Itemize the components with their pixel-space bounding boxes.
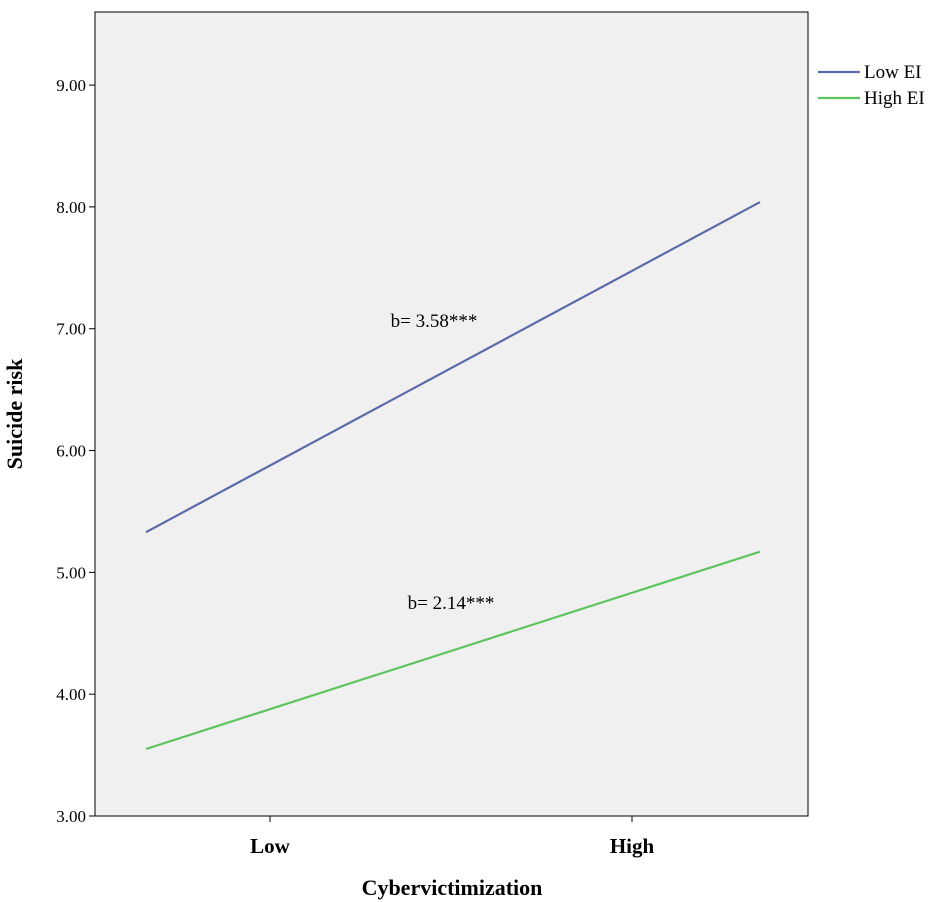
x-axis-title: Cybervictimization <box>362 875 543 900</box>
y-tick-label: 3.00 <box>56 807 86 826</box>
y-tick-label: 8.00 <box>56 198 86 217</box>
legend: Low EI High EI <box>818 62 925 109</box>
legend-label: High EI <box>864 88 925 109</box>
slope-annotation: b= 2.14*** <box>408 593 495 614</box>
legend-label: Low EI <box>864 62 922 83</box>
series-line-high-ei <box>145 550 761 751</box>
y-tick-label: 5.00 <box>56 563 86 582</box>
annotations: b= 3.58*** b= 2.14*** <box>391 311 495 614</box>
y-axis-title: Suicide risk <box>2 358 27 469</box>
x-tick-label: High <box>610 834 655 858</box>
plot-area <box>94 11 809 817</box>
y-tick-label: 6.00 <box>56 442 86 461</box>
x-axis: Low High <box>250 816 654 858</box>
series-line-low-ei <box>145 201 761 534</box>
x-tick-label: Low <box>250 834 291 858</box>
y-tick-label: 7.00 <box>56 320 86 339</box>
slope-annotation: b= 3.58*** <box>391 311 478 332</box>
y-axis: 3.00 4.00 5.00 6.00 7.00 8.00 9.00 <box>56 76 95 826</box>
series-lines <box>145 201 761 751</box>
y-tick-label: 9.00 <box>56 76 86 95</box>
y-tick-label: 4.00 <box>56 685 86 704</box>
